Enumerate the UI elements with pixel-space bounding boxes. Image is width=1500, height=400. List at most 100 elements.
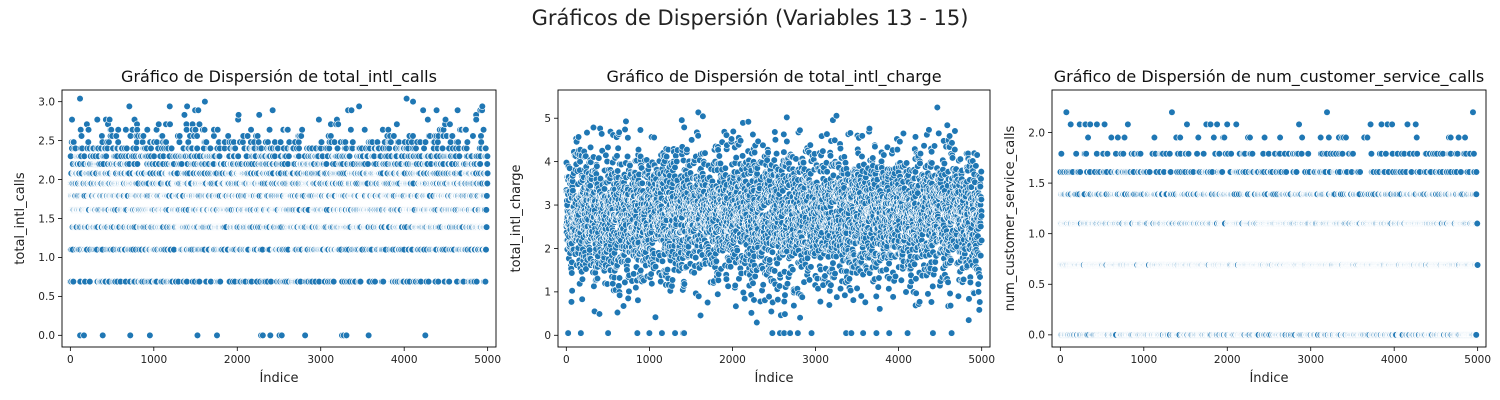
data-point bbox=[373, 138, 382, 146]
data-point bbox=[99, 331, 107, 339]
data-point bbox=[180, 111, 189, 119]
data-point bbox=[295, 152, 303, 160]
data-point bbox=[239, 138, 247, 146]
data-point bbox=[347, 126, 355, 134]
data-point bbox=[341, 138, 349, 146]
data-point bbox=[69, 277, 77, 286]
data-point bbox=[482, 223, 491, 231]
data-point bbox=[454, 106, 462, 114]
data-point bbox=[166, 102, 174, 110]
data-point bbox=[202, 138, 210, 146]
data-point bbox=[195, 277, 203, 286]
data-point bbox=[255, 111, 263, 119]
data-point bbox=[412, 144, 420, 153]
data-point bbox=[213, 331, 221, 339]
data-point bbox=[206, 144, 214, 153]
data-point bbox=[479, 126, 488, 134]
data-point bbox=[301, 331, 309, 339]
data-point bbox=[421, 331, 429, 339]
data-point bbox=[327, 132, 335, 140]
data-point bbox=[193, 331, 202, 339]
data-point bbox=[446, 120, 454, 128]
data-point bbox=[158, 132, 166, 140]
data-point bbox=[403, 94, 411, 103]
data-point bbox=[264, 138, 272, 146]
data-point bbox=[448, 132, 456, 140]
data-point bbox=[390, 132, 398, 140]
data-point bbox=[77, 126, 85, 134]
data-point bbox=[184, 138, 192, 146]
data-point bbox=[77, 132, 86, 140]
data-point bbox=[80, 152, 88, 160]
data-point bbox=[472, 115, 480, 124]
data-point bbox=[255, 138, 263, 146]
scatter-panel-1: 0 1000 2000 3000 4000 50000.00.51.01.52.02.53… bbox=[13, 67, 501, 386]
data-point bbox=[122, 126, 130, 134]
data-point bbox=[244, 132, 252, 140]
data-point bbox=[216, 277, 224, 286]
data-point bbox=[254, 132, 262, 140]
data-point bbox=[482, 144, 490, 153]
data-point bbox=[105, 138, 113, 146]
data-point bbox=[330, 138, 339, 146]
data-point bbox=[234, 152, 242, 160]
data-point bbox=[473, 277, 481, 286]
data-point bbox=[231, 144, 239, 153]
figure-title: Gráficos de Dispersión (Variables 13 - 1… bbox=[531, 6, 969, 30]
data-point bbox=[93, 115, 101, 124]
data-point bbox=[201, 98, 209, 106]
data-point bbox=[393, 120, 401, 128]
data-point bbox=[317, 138, 326, 146]
data-point bbox=[333, 144, 342, 153]
data-point bbox=[276, 138, 285, 146]
data-point bbox=[193, 144, 201, 153]
data-point bbox=[235, 111, 243, 119]
data-point bbox=[194, 106, 202, 114]
data-point bbox=[84, 126, 93, 134]
data-point bbox=[347, 106, 356, 114]
data-point bbox=[483, 192, 491, 200]
data-point bbox=[183, 126, 191, 134]
data-points bbox=[66, 94, 492, 339]
data-point bbox=[295, 144, 303, 153]
data-point bbox=[215, 152, 224, 160]
data-point bbox=[125, 102, 133, 110]
data-point bbox=[434, 277, 442, 286]
data-point bbox=[139, 138, 147, 146]
data-point bbox=[424, 277, 433, 286]
data-point bbox=[114, 126, 122, 134]
data-point bbox=[143, 126, 151, 134]
data-point bbox=[342, 331, 351, 339]
data-point bbox=[424, 115, 432, 124]
data-point bbox=[483, 160, 491, 168]
data-point bbox=[482, 206, 490, 214]
data-point bbox=[271, 152, 279, 160]
data-point bbox=[420, 144, 428, 153]
data-point bbox=[361, 126, 369, 134]
data-point bbox=[183, 102, 191, 110]
data-point bbox=[469, 132, 477, 140]
data-point bbox=[322, 160, 331, 168]
data-point bbox=[477, 132, 485, 140]
data-point bbox=[330, 277, 338, 286]
data-point bbox=[462, 126, 470, 134]
data-point bbox=[247, 126, 255, 134]
data-point bbox=[379, 277, 387, 286]
data-point bbox=[193, 132, 201, 140]
data-point bbox=[269, 106, 277, 114]
data-point bbox=[132, 144, 140, 153]
data-point bbox=[385, 144, 393, 153]
data-point bbox=[438, 144, 447, 153]
data-point bbox=[68, 115, 76, 124]
data-point bbox=[278, 331, 286, 339]
data-point bbox=[463, 138, 471, 146]
data-point bbox=[123, 144, 131, 153]
data-point bbox=[265, 126, 274, 134]
data-point bbox=[210, 132, 218, 140]
data-point bbox=[395, 138, 403, 146]
data-point bbox=[175, 138, 184, 146]
data-point bbox=[434, 138, 442, 146]
data-point bbox=[112, 132, 120, 140]
data-point bbox=[214, 126, 222, 134]
